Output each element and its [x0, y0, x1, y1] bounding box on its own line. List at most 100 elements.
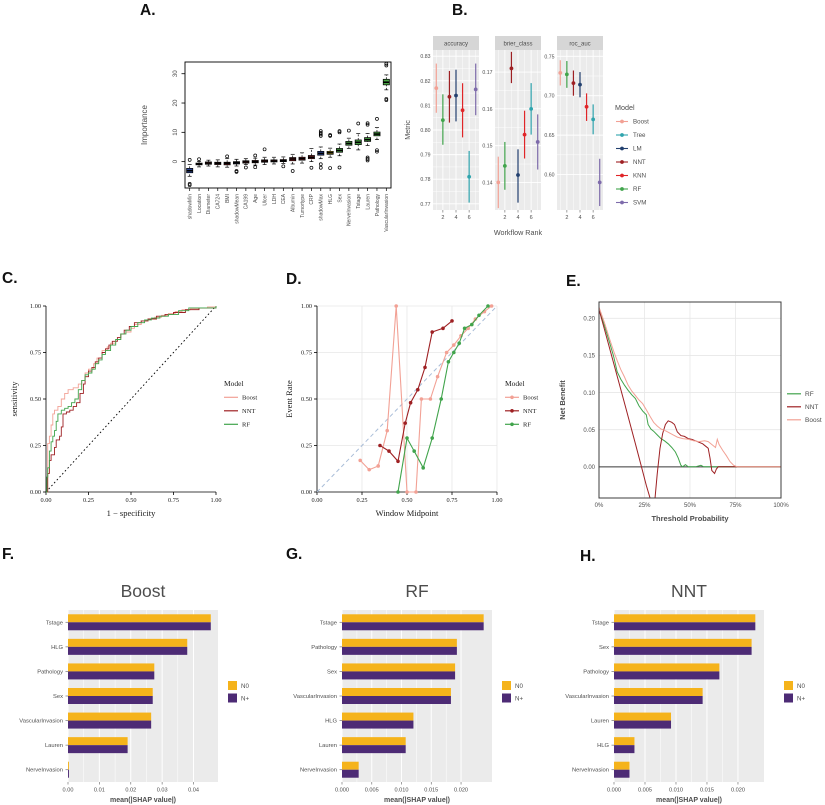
svg-text:0.010: 0.010: [669, 788, 683, 794]
svg-text:VascularInvasion: VascularInvasion: [384, 194, 390, 232]
svg-text:0.00: 0.00: [311, 497, 322, 504]
svg-text:0.25: 0.25: [301, 443, 312, 450]
model-metric-facet-chart: accuracy 0.77 0.78 0.79 0.80 0.81 0.82 0.83 2 4 6 b…: [403, 36, 649, 237]
svg-text:Lauren: Lauren: [365, 194, 371, 210]
svg-text:NerveInvasion: NerveInvasion: [26, 768, 63, 774]
svg-text:accuracy: accuracy: [444, 42, 468, 48]
svg-text:0.01: 0.01: [94, 788, 105, 794]
svg-text:1.00: 1.00: [210, 497, 221, 504]
svg-text:Sex: Sex: [599, 645, 609, 651]
svg-text:0%: 0%: [595, 503, 604, 509]
svg-text:0.79: 0.79: [420, 153, 430, 159]
svg-text:mean(|SHAP value|): mean(|SHAP value|): [384, 797, 450, 804]
svg-text:Diameter: Diameter: [206, 194, 212, 215]
svg-text:RF: RF: [523, 422, 531, 429]
svg-text:0.00: 0.00: [301, 489, 312, 496]
svg-text:LM: LM: [633, 146, 642, 153]
svg-text:NerveInvasion: NerveInvasion: [347, 194, 353, 226]
svg-text:Pathology: Pathology: [583, 669, 609, 675]
svg-text:NNT: NNT: [242, 408, 255, 415]
svg-text:0.00: 0.00: [63, 788, 74, 794]
svg-text:10: 10: [172, 128, 179, 135]
svg-text:N+: N+: [515, 696, 523, 703]
svg-text:Pathology: Pathology: [37, 669, 63, 675]
svg-text:75%: 75%: [729, 503, 742, 509]
decision-curve-chart: 0% 25% 50% 75% 100% 0.00 0.05 0.10 0.15 0.20 Thres…: [558, 301, 822, 523]
svg-text:Lauren: Lauren: [591, 719, 609, 725]
svg-text:0.75: 0.75: [446, 497, 457, 504]
svg-text:0.02: 0.02: [125, 788, 136, 794]
svg-text:mean(|SHAP value|): mean(|SHAP value|): [656, 797, 722, 804]
calibration-chart: 0.000.00 0.25 0.25 0.50 0.50 0.75 0.75 1.00 1.00…: [284, 303, 538, 518]
svg-text:HLG: HLG: [328, 194, 334, 204]
svg-text:Model: Model: [224, 379, 244, 388]
svg-text:Pathology: Pathology: [311, 645, 337, 651]
svg-text:0.75: 0.75: [168, 497, 179, 504]
svg-text:NerveInvasion: NerveInvasion: [300, 768, 337, 774]
svg-text:4: 4: [578, 215, 581, 221]
svg-text:Boost: Boost: [121, 581, 166, 601]
svg-text:0.50: 0.50: [30, 396, 41, 403]
svg-text:RF: RF: [242, 422, 250, 429]
svg-text:0.04: 0.04: [188, 788, 199, 794]
svg-text:Tree: Tree: [633, 132, 646, 139]
svg-text:0.20: 0.20: [583, 317, 595, 323]
svg-text:0.00: 0.00: [40, 497, 51, 504]
svg-text:mean(|SHAP value|): mean(|SHAP value|): [110, 797, 176, 804]
svg-text:0.16: 0.16: [482, 107, 492, 113]
svg-text:0.75: 0.75: [544, 54, 554, 60]
svg-text:NerveInvasion: NerveInvasion: [572, 768, 609, 774]
svg-text:Boost: Boost: [242, 395, 257, 402]
svg-text:Event Rate: Event Rate: [284, 380, 294, 418]
svg-text:2: 2: [503, 215, 506, 221]
svg-text:CEA: CEA: [281, 193, 287, 204]
svg-text:30: 30: [172, 70, 179, 77]
svg-text:Albumin: Albumin: [290, 194, 296, 212]
svg-text:2: 2: [441, 215, 444, 221]
svg-text:Tstage: Tstage: [46, 620, 63, 626]
svg-text:0.005: 0.005: [365, 788, 379, 794]
svg-text:0.70: 0.70: [544, 94, 554, 100]
svg-text:VascularInvasion: VascularInvasion: [565, 694, 609, 700]
svg-text:VascularInvasion: VascularInvasion: [19, 719, 63, 725]
panel-f-label: F.: [2, 546, 15, 563]
svg-text:NNT: NNT: [805, 404, 818, 411]
boruta-importance-boxplot: 0 10 20 30 Importance shadowMin Location Diamet…: [140, 61, 392, 232]
svg-text:HLG: HLG: [325, 719, 337, 725]
svg-text:Pathology: Pathology: [375, 194, 381, 217]
svg-text:0.80: 0.80: [420, 128, 430, 134]
svg-text:Importance: Importance: [140, 104, 149, 145]
svg-text:RF: RF: [633, 186, 641, 193]
panel-c-label: C.: [2, 270, 18, 287]
svg-text:Sex: Sex: [337, 194, 343, 203]
svg-text:Location: Location: [197, 194, 203, 213]
svg-text:0: 0: [172, 159, 179, 163]
svg-text:6: 6: [592, 215, 595, 221]
svg-text:Net Benefit: Net Benefit: [558, 380, 567, 420]
svg-text:4: 4: [516, 215, 519, 221]
svg-text:0.005: 0.005: [638, 788, 652, 794]
svg-text:0.25: 0.25: [83, 497, 94, 504]
svg-text:roc_auc: roc_auc: [569, 42, 590, 48]
svg-text:1.00: 1.00: [30, 303, 41, 310]
panel-g-label: G.: [286, 546, 303, 563]
svg-text:NNT: NNT: [523, 408, 536, 415]
svg-text:Lauren: Lauren: [45, 743, 63, 749]
svg-text:Model: Model: [615, 103, 635, 112]
svg-text:Boost: Boost: [523, 395, 538, 402]
svg-text:0.020: 0.020: [454, 788, 468, 794]
svg-text:0.82: 0.82: [420, 79, 430, 85]
svg-text:Tstage: Tstage: [356, 194, 362, 209]
svg-text:4: 4: [454, 215, 457, 221]
svg-text:RF: RF: [805, 391, 814, 398]
svg-text:0.60: 0.60: [544, 173, 554, 179]
svg-text:sensitivity: sensitivity: [9, 381, 19, 417]
svg-text:0.50: 0.50: [125, 497, 136, 504]
svg-text:N+: N+: [797, 696, 805, 703]
svg-text:Threshold Probability: Threshold Probability: [651, 514, 729, 523]
svg-text:N0: N0: [241, 683, 249, 690]
panel-e-label: E.: [566, 273, 581, 290]
svg-text:0.00: 0.00: [583, 465, 595, 471]
svg-text:shadowMin: shadowMin: [187, 194, 193, 220]
